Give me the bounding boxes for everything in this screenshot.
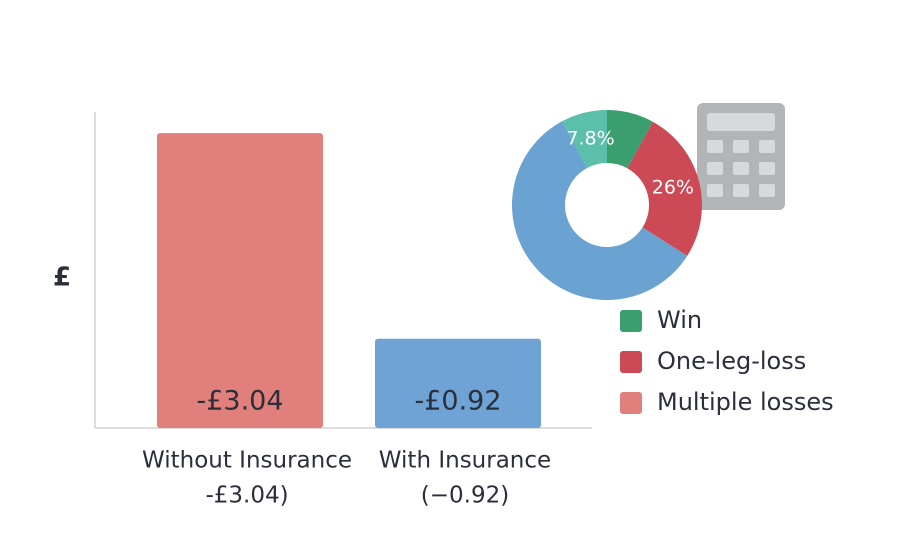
bar — [157, 133, 323, 428]
y-axis-label: £ — [53, 263, 71, 293]
value-label: -£3.04 — [196, 386, 283, 417]
legend-label: Multiple losses — [657, 388, 834, 416]
bar — [375, 338, 541, 428]
x-tick-note: -£3.04) — [205, 483, 288, 509]
donut-slice — [562, 110, 607, 168]
slice-label: 26% — [652, 177, 694, 199]
x-tick-label: Without Insurance — [142, 448, 352, 474]
legend-swatch — [620, 310, 642, 332]
donut-slice — [627, 121, 703, 256]
x-tick-note: (−0.92) — [421, 483, 509, 509]
legend-swatch — [620, 392, 642, 414]
slice-label: 7.8% — [566, 128, 614, 150]
value-label: -£0.92 — [414, 386, 501, 417]
legend-swatch — [620, 351, 642, 373]
legend-label: Win — [657, 306, 702, 334]
calculator-icon — [697, 103, 785, 210]
donut-slice — [512, 121, 688, 300]
legend-label: One-leg-loss — [657, 347, 806, 375]
x-tick-label: With Insurance — [379, 448, 551, 474]
donut-slice — [607, 110, 653, 169]
